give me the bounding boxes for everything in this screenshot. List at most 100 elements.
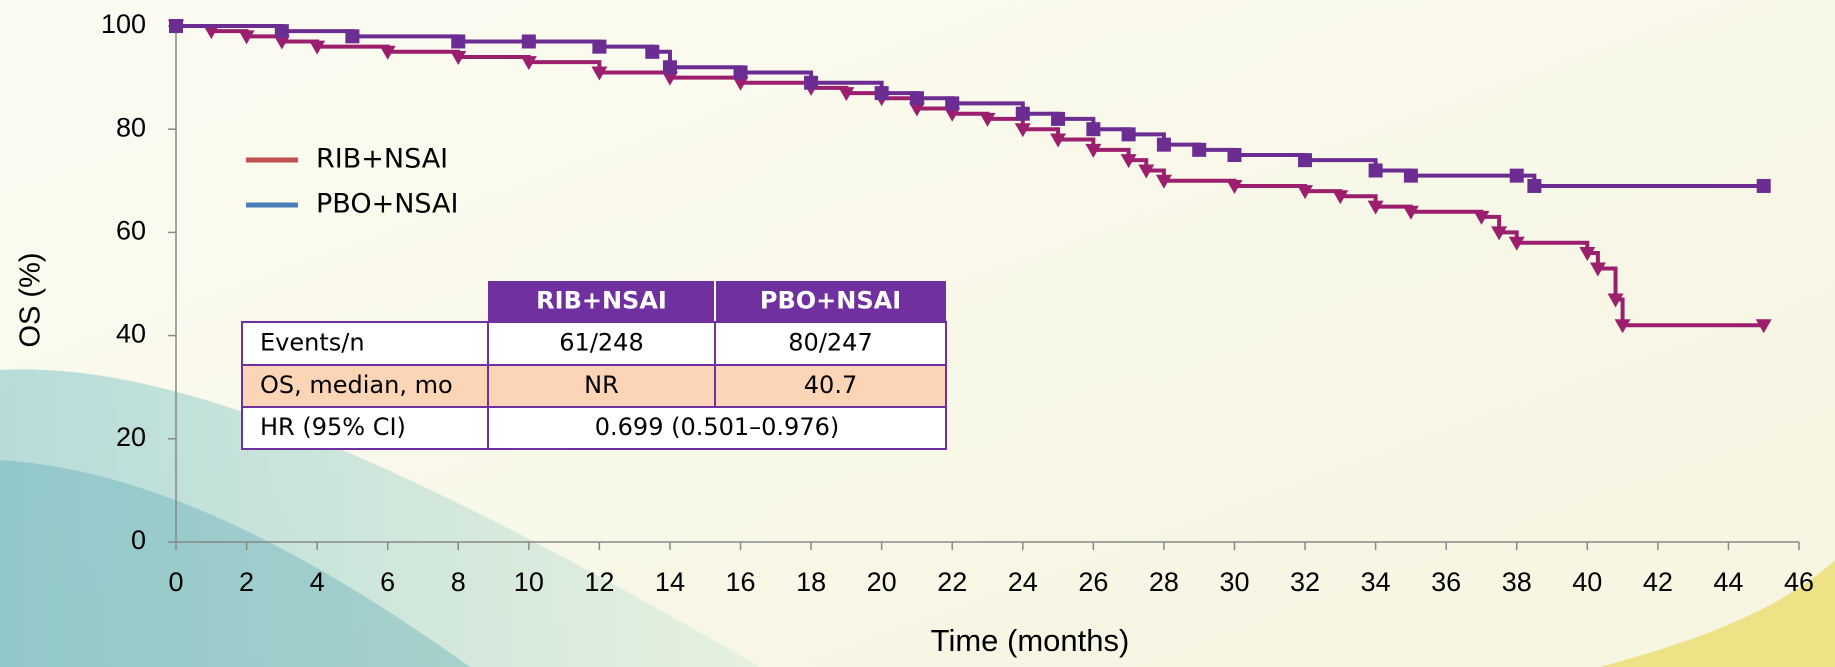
censor-marker xyxy=(591,66,608,81)
table-header: RIB+NSAI xyxy=(536,287,667,315)
censor-marker xyxy=(1403,168,1418,183)
censor-marker xyxy=(979,112,996,127)
censor-marker xyxy=(661,71,678,86)
legend-label: PBO+NSAI xyxy=(316,189,458,220)
x-tick-label: 4 xyxy=(310,567,325,597)
censor-marker xyxy=(274,24,289,39)
x-tick-label: 16 xyxy=(725,567,755,597)
censor-marker xyxy=(238,30,255,45)
censor-marker xyxy=(592,39,607,54)
decor-wave xyxy=(1600,560,1835,667)
table-row xyxy=(241,406,947,450)
table-cell: 40.7 xyxy=(804,371,857,399)
legend-label: RIB+NSAI xyxy=(316,144,448,175)
censor-marker xyxy=(1755,319,1772,334)
censor-marker xyxy=(645,44,660,59)
table-row xyxy=(241,364,947,408)
table-cell: 80/247 xyxy=(788,329,872,357)
x-tick-label: 42 xyxy=(1643,567,1673,597)
censor-marker xyxy=(1121,127,1136,142)
x-tick-label: 22 xyxy=(937,567,967,597)
censor-marker xyxy=(1050,133,1067,148)
table-row xyxy=(241,321,947,366)
x-tick-label: 30 xyxy=(1219,567,1249,597)
x-tick-label: 38 xyxy=(1502,567,1532,597)
table-cell: Events/n xyxy=(260,329,365,357)
censor-marker xyxy=(169,19,183,33)
y-tick-label: 40 xyxy=(116,319,146,349)
censor-marker xyxy=(1156,137,1171,152)
censor-marker xyxy=(1491,226,1508,241)
x-tick-label: 12 xyxy=(584,567,614,597)
x-tick-label: 26 xyxy=(1078,567,1108,597)
table-cell: OS, median, mo xyxy=(260,371,453,399)
censor-marker xyxy=(379,45,396,60)
censor-marker xyxy=(1085,143,1102,158)
x-tick-label: 14 xyxy=(655,567,685,597)
censor-marker xyxy=(1527,178,1542,193)
table-cell: 0.699 (0.501–0.976) xyxy=(595,413,839,441)
censor-marker xyxy=(203,25,220,40)
censor-marker xyxy=(1086,122,1101,137)
y-tick-label: 100 xyxy=(101,9,146,39)
y-tick-label: 20 xyxy=(116,422,146,452)
censor-marker xyxy=(1015,106,1030,121)
censor-marker xyxy=(1367,200,1384,215)
censor-marker xyxy=(1227,148,1242,162)
censor-marker xyxy=(450,50,467,65)
x-tick-label: 8 xyxy=(451,567,466,597)
x-tick-label: 20 xyxy=(867,567,897,597)
censor-marker xyxy=(1509,168,1524,183)
censor-marker xyxy=(1589,262,1606,277)
censor-marker xyxy=(909,91,924,106)
censor-marker xyxy=(520,56,537,71)
censor-marker xyxy=(451,34,466,49)
x-tick-label: 24 xyxy=(1008,567,1038,597)
censor-marker xyxy=(804,75,819,90)
table-cell: 61/248 xyxy=(559,329,643,357)
censor-marker xyxy=(1473,210,1490,225)
x-tick-label: 18 xyxy=(796,567,826,597)
censor-marker xyxy=(1402,205,1419,220)
censor-marker xyxy=(874,86,889,101)
table-header: PBO+NSAI xyxy=(760,287,901,315)
censor-marker xyxy=(1155,174,1172,189)
censor-marker xyxy=(1368,163,1383,178)
table-cell: HR (95% CI) xyxy=(260,413,406,441)
censor-marker xyxy=(1508,236,1525,251)
y-tick-label: 60 xyxy=(116,216,146,246)
censor-marker xyxy=(1614,319,1631,334)
censor-marker xyxy=(1332,190,1349,205)
censor-marker xyxy=(273,35,290,50)
x-tick-label: 6 xyxy=(380,567,395,597)
x-tick-label: 32 xyxy=(1290,567,1320,597)
censor-marker xyxy=(908,102,925,117)
censor-marker xyxy=(1192,142,1207,157)
decor-wave xyxy=(0,460,470,667)
censor-marker xyxy=(521,34,536,49)
censor-marker xyxy=(309,40,326,55)
table-header-bg xyxy=(488,281,946,322)
censor-marker xyxy=(1607,293,1624,308)
x-axis-label: Time (months) xyxy=(931,623,1130,658)
x-tick-label: 2 xyxy=(239,567,254,597)
censor-marker xyxy=(1226,179,1243,194)
table-cell: NR xyxy=(584,371,619,399)
decor-wave xyxy=(0,369,760,667)
censor-marker xyxy=(1120,154,1137,169)
censor-marker xyxy=(1298,153,1313,168)
censor-marker xyxy=(945,96,960,111)
y-tick-label: 80 xyxy=(116,112,146,142)
censor-marker xyxy=(662,60,677,75)
censor-marker xyxy=(1051,111,1066,126)
x-tick-label: 40 xyxy=(1572,567,1602,597)
censor-marker xyxy=(838,87,855,102)
y-tick-label: 0 xyxy=(131,525,146,555)
x-tick-label: 10 xyxy=(514,567,544,597)
censor-marker xyxy=(1297,185,1314,200)
censor-marker xyxy=(732,76,749,91)
x-tick-label: 44 xyxy=(1713,567,1743,597)
x-tick-label: 36 xyxy=(1431,567,1461,597)
censor-marker xyxy=(1579,247,1596,262)
